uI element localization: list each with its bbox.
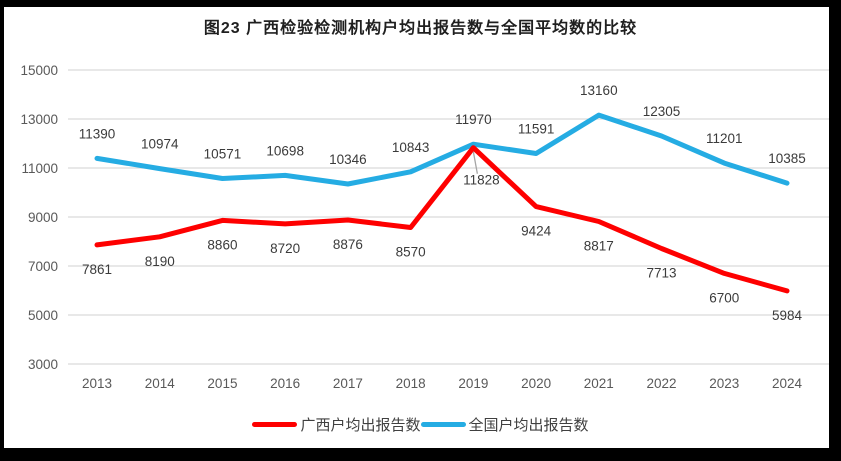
legend-item-national: 全国户均出报告数 <box>420 414 589 435</box>
data-label: 10385 <box>768 151 806 166</box>
x-tick-label: 2014 <box>145 376 176 391</box>
chart-legend: 广西户均出报告数 全国户均出报告数 <box>0 414 841 435</box>
data-label: 10346 <box>329 152 367 167</box>
y-tick-label: 9000 <box>28 210 58 225</box>
data-label: 6700 <box>709 290 739 305</box>
series-line <box>94 145 790 294</box>
data-label: 10698 <box>266 143 304 158</box>
series-line <box>94 112 790 187</box>
y-tick-label: 5000 <box>28 308 58 323</box>
data-label: 10571 <box>204 147 242 162</box>
x-tick-label: 2019 <box>458 376 488 391</box>
data-label: 8720 <box>270 241 300 256</box>
x-tick-label: 2020 <box>521 376 551 391</box>
data-label: 7713 <box>647 266 677 281</box>
x-tick-label: 2021 <box>584 376 614 391</box>
x-tick-label: 2013 <box>82 376 112 391</box>
label-leader-line <box>472 151 479 174</box>
data-label: 8190 <box>145 254 175 269</box>
x-tick-label: 2018 <box>396 376 426 391</box>
y-tick-label: 13000 <box>20 112 58 127</box>
data-label: 10843 <box>392 140 430 155</box>
data-label: 8817 <box>584 238 614 253</box>
data-label: 9424 <box>521 224 552 239</box>
x-tick-label: 2023 <box>709 376 739 391</box>
data-label: 11201 <box>706 131 743 146</box>
data-label: 11390 <box>79 126 116 141</box>
legend-item-guangxi: 广西户均出报告数 <box>252 414 421 435</box>
legend-label-national: 全国户均出报告数 <box>468 417 589 434</box>
data-label: 11970 <box>455 112 492 127</box>
y-tick-label: 7000 <box>28 259 58 274</box>
y-tick-label: 3000 <box>28 357 58 372</box>
data-label: 12305 <box>643 104 681 119</box>
data-label: 10974 <box>141 137 179 152</box>
x-tick-label: 2017 <box>333 376 363 391</box>
data-label: 13160 <box>580 83 618 98</box>
x-tick-label: 2024 <box>772 376 803 391</box>
legend-label-guangxi: 广西户均出报告数 <box>300 417 421 434</box>
x-tick-label: 2016 <box>270 376 300 391</box>
legend-line-national-blue <box>420 422 466 427</box>
data-label: 11591 <box>518 122 555 137</box>
legend-line-guangxi-red <box>252 422 298 427</box>
data-label: 8860 <box>207 237 237 252</box>
data-label: 5984 <box>772 308 803 323</box>
chart-title: 图23 广西检验检测机构户均出报告数与全国平均数的比较 <box>203 20 638 37</box>
y-tick-label: 15000 <box>20 63 58 78</box>
data-label: 8876 <box>333 237 363 252</box>
data-label: 8570 <box>396 245 426 260</box>
x-tick-label: 2022 <box>647 376 677 391</box>
data-label: 7861 <box>82 262 112 277</box>
data-label: 11828 <box>463 173 500 188</box>
x-tick-label: 2015 <box>207 376 237 391</box>
y-tick-label: 11000 <box>21 161 58 176</box>
